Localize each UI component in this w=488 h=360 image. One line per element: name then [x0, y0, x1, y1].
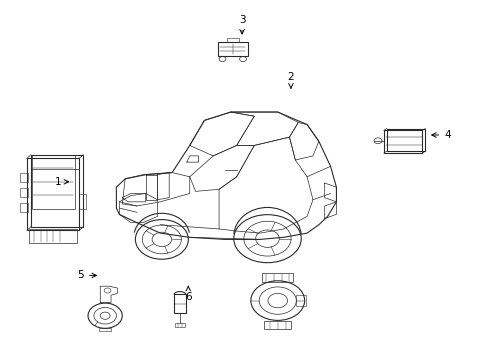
- Text: 3: 3: [238, 15, 245, 34]
- Text: 5: 5: [77, 270, 96, 280]
- Text: 4: 4: [431, 130, 450, 140]
- Text: 6: 6: [184, 286, 191, 302]
- Text: 2: 2: [287, 72, 294, 88]
- Text: 1: 1: [54, 177, 68, 187]
